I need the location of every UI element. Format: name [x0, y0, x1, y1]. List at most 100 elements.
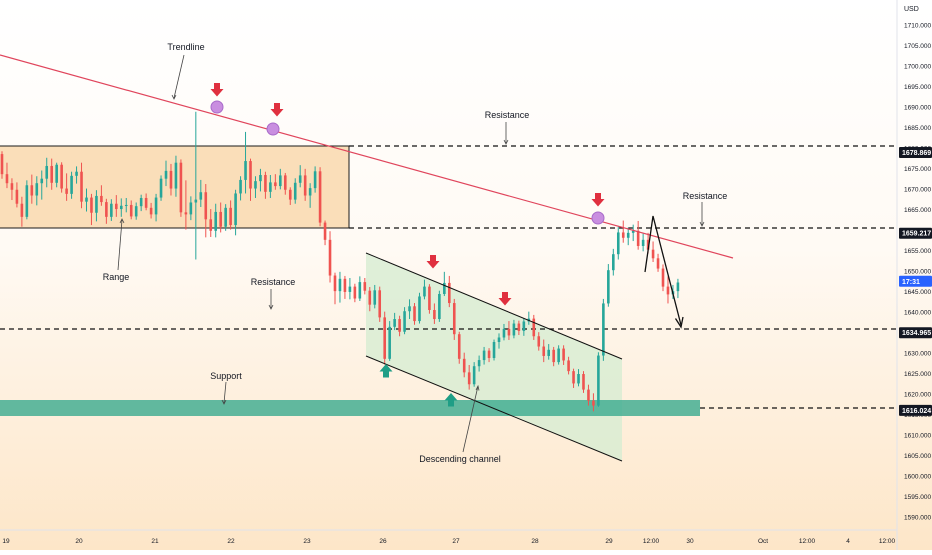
candle [65, 173, 68, 201]
candle [393, 312, 396, 331]
channel-upper-line[interactable] [365, 252, 623, 360]
candle-body [448, 282, 451, 304]
trendline[interactable] [0, 54, 734, 259]
candle-body [343, 278, 347, 292]
candle [636, 220, 640, 250]
price-tick-label: 1590.000 [904, 515, 931, 522]
candle [214, 203, 218, 238]
candle-body [661, 268, 665, 287]
candle [462, 352, 466, 378]
candle-body [532, 318, 536, 337]
forecast-path[interactable] [644, 215, 682, 326]
candle [607, 264, 610, 307]
candle-body [472, 366, 476, 385]
candle [229, 200, 232, 230]
candle-body [50, 165, 53, 183]
candle-body [641, 239, 645, 246]
time-tick-label: 12:00 [799, 538, 816, 545]
price-label-box [899, 227, 932, 239]
candle [418, 292, 421, 324]
candle [323, 220, 327, 246]
candle-body [567, 360, 570, 372]
candle [124, 197, 128, 213]
candle [467, 364, 471, 390]
candle [621, 220, 625, 243]
time-tick-label: 4 [846, 538, 850, 545]
candle-body [169, 170, 173, 189]
candle [383, 311, 386, 365]
candle-body [119, 205, 123, 210]
candle [119, 198, 123, 217]
candle [433, 303, 436, 324]
candle-body [204, 192, 208, 220]
candle [249, 158, 252, 201]
up-arrow-marker-2 [444, 393, 458, 407]
down-arrow-marker-1 [210, 83, 224, 97]
down-arrow-marker-4 [498, 292, 512, 306]
candle [587, 384, 590, 406]
candle-body [418, 296, 421, 322]
candle-body [477, 360, 481, 367]
price-tick-label: 1595.000 [904, 494, 931, 501]
candle-body [373, 290, 377, 305]
candle-body [40, 178, 44, 184]
candle [676, 278, 680, 299]
candle-body [139, 197, 143, 207]
price-label-box [899, 404, 932, 416]
support-label: Support [210, 371, 242, 381]
candle [522, 318, 526, 336]
candle [413, 303, 416, 325]
resistance-mid-label: Resistance [251, 277, 296, 287]
candle-body [75, 171, 78, 176]
candle [40, 170, 44, 200]
candle [472, 362, 476, 387]
candle-body [398, 319, 401, 332]
candle-body [542, 346, 546, 356]
candle-body [368, 290, 372, 305]
candles-layer [0, 111, 680, 412]
candle-body [333, 275, 337, 292]
price-label: 1678.869 [902, 150, 931, 157]
candle-body [288, 189, 292, 200]
candle-body [612, 254, 615, 271]
candle [254, 176, 257, 198]
candle-body [308, 188, 312, 196]
candle [20, 196, 24, 227]
down-arrow-marker-5 [591, 193, 605, 207]
price-tick-label: 1705.000 [904, 43, 931, 50]
time-tick-label: 27 [452, 538, 460, 545]
candle-body [274, 182, 277, 187]
candle [597, 352, 600, 407]
candle [348, 277, 352, 300]
candle [174, 155, 178, 197]
price-tick-label: 1685.000 [904, 125, 931, 132]
candle [100, 185, 103, 206]
candle [144, 193, 148, 211]
time-tick-label: 12:00 [879, 538, 896, 545]
candle [368, 287, 372, 312]
range-label: Range [103, 272, 130, 282]
candle-body [35, 183, 39, 196]
candle-body [110, 203, 113, 217]
candle [512, 319, 516, 339]
candle-body [244, 161, 247, 180]
time-tick-label: 28 [531, 538, 539, 545]
price-tick-label: 1690.000 [904, 104, 931, 111]
time-axis[interactable]: 19 20 21 22 23 26 27 28 29 12:00 30 Oct 12:00 4 12:00 [2, 538, 895, 545]
channel-lower-line[interactable] [365, 355, 623, 462]
time-tick-label: 21 [151, 538, 159, 545]
candle-body [55, 164, 58, 183]
candle-body [602, 303, 605, 356]
price-axis[interactable]: USD 1590.000 1595.000 1600.000 1605.000 1610… [899, 6, 932, 522]
candle [134, 202, 138, 220]
time-tick-label: 26 [379, 538, 387, 545]
candle-body [428, 286, 431, 310]
time-tick-label: 30 [686, 538, 694, 545]
candle-body [105, 202, 108, 217]
candle-body [467, 372, 471, 385]
candle-body [90, 197, 93, 213]
candle-body [100, 195, 103, 203]
